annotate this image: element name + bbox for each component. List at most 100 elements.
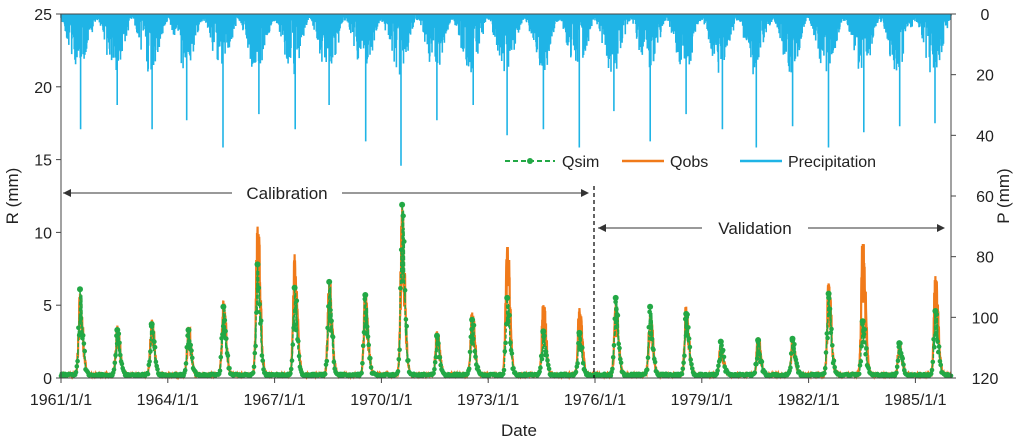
left-tick-label: 5 bbox=[43, 298, 52, 315]
qsim-point bbox=[80, 333, 86, 338]
qsim-peak-point bbox=[789, 335, 796, 342]
qsim-peak-point bbox=[469, 316, 476, 323]
qsim-point bbox=[900, 356, 905, 361]
qsim-point bbox=[290, 342, 296, 347]
qsim-point bbox=[432, 366, 437, 372]
qsim-point bbox=[616, 341, 621, 347]
qsim-point bbox=[471, 323, 477, 328]
right-tick-label: 0 bbox=[981, 7, 990, 24]
qsim-point bbox=[830, 343, 835, 348]
qsim-point bbox=[368, 365, 374, 370]
x-tick-label: 1973/1/1 bbox=[457, 392, 519, 409]
qsim-point bbox=[928, 371, 934, 377]
qsim-point bbox=[433, 354, 439, 360]
qsim-point bbox=[683, 333, 689, 338]
qsim-point bbox=[364, 324, 370, 329]
qsim-peak-point bbox=[825, 290, 832, 297]
qsim-point bbox=[825, 335, 830, 341]
qsim-point bbox=[227, 366, 232, 371]
qsim-point bbox=[715, 368, 720, 373]
qsim-point bbox=[148, 349, 153, 354]
x-tick-label: 1967/1/1 bbox=[243, 392, 305, 409]
qsim-point bbox=[759, 359, 765, 365]
qsim-point bbox=[858, 359, 864, 364]
qsim-point bbox=[508, 340, 513, 345]
qsim-peak-point bbox=[434, 332, 440, 339]
qsim-point bbox=[716, 363, 721, 369]
right-tick-label: 40 bbox=[976, 128, 994, 145]
qsim-point bbox=[859, 343, 864, 349]
qsim-point bbox=[119, 361, 125, 367]
qsim-point bbox=[791, 346, 796, 352]
qsim-point bbox=[901, 362, 906, 367]
qsim-point bbox=[829, 326, 834, 332]
qsim-point bbox=[717, 357, 723, 363]
qsim-point bbox=[500, 371, 506, 377]
qsim-point bbox=[502, 349, 508, 354]
right-tick-label: 80 bbox=[976, 250, 994, 267]
qsim-point bbox=[288, 366, 294, 372]
qsim-point bbox=[145, 371, 151, 377]
qsim-point bbox=[251, 364, 257, 370]
qsim-point bbox=[826, 295, 832, 301]
qsim-peak-point bbox=[755, 337, 762, 344]
qsim-point bbox=[153, 359, 159, 365]
qsim-point bbox=[824, 331, 830, 336]
qsim-point bbox=[75, 358, 80, 364]
qsim-point bbox=[614, 306, 619, 312]
qsim-point bbox=[613, 299, 618, 305]
qsim-point bbox=[856, 371, 862, 377]
qsim-peak-point bbox=[399, 201, 406, 208]
qsim-point bbox=[863, 351, 868, 357]
qsim-point bbox=[618, 360, 624, 366]
qsim-point bbox=[402, 287, 408, 293]
qsim-point bbox=[398, 247, 404, 253]
x-tick-label: 1964/1/1 bbox=[137, 392, 199, 409]
qsim-point bbox=[115, 336, 121, 342]
qsim-point bbox=[792, 342, 797, 347]
qsim-peak-point bbox=[717, 338, 724, 345]
qsim-point bbox=[324, 358, 330, 364]
qsim-point bbox=[937, 359, 943, 364]
qsim-point bbox=[538, 365, 543, 371]
qsim-point bbox=[325, 325, 330, 331]
right-tick-label: 60 bbox=[976, 189, 994, 206]
right-tick-label: 120 bbox=[972, 371, 999, 388]
qsim-point bbox=[898, 350, 904, 356]
qsim-point bbox=[860, 339, 866, 345]
qsim-point bbox=[111, 367, 117, 372]
qsim-point bbox=[188, 342, 193, 348]
qsim-peak-point bbox=[683, 310, 690, 317]
qsim-point bbox=[360, 343, 366, 349]
qsim-point bbox=[509, 351, 515, 356]
qsim-point bbox=[401, 213, 406, 219]
qsim-point bbox=[932, 344, 937, 350]
x-tick-label: 1985/1/1 bbox=[884, 392, 946, 409]
qsim-peak-point bbox=[185, 327, 192, 333]
qsim-point bbox=[648, 331, 653, 337]
qsim-point bbox=[288, 371, 293, 376]
qsim-point bbox=[681, 360, 686, 366]
qsim-point bbox=[618, 356, 623, 362]
qsim-point bbox=[546, 366, 552, 372]
qsim-point bbox=[788, 365, 793, 371]
qsim-point bbox=[253, 343, 258, 349]
legend: Qsim Qobs Precipitation bbox=[505, 154, 876, 171]
right-tick-label: 100 bbox=[972, 310, 999, 327]
qsim-peak-point bbox=[932, 308, 939, 314]
qsim-point bbox=[289, 358, 295, 363]
qsim-point bbox=[118, 352, 123, 358]
qsim-point bbox=[190, 355, 195, 361]
qsim-peak-point bbox=[254, 261, 261, 268]
qsim-point bbox=[828, 330, 834, 336]
legend-item-qobs: Qobs bbox=[622, 154, 708, 171]
qsim-point bbox=[754, 356, 760, 361]
validation-label: Validation bbox=[718, 219, 791, 238]
qsim-point bbox=[680, 366, 686, 372]
qsim-point bbox=[406, 358, 411, 363]
qsim-point bbox=[328, 328, 334, 333]
qsim-point bbox=[690, 366, 695, 371]
qsim-point bbox=[217, 368, 223, 374]
qsim-point bbox=[296, 353, 302, 359]
qsim-point bbox=[754, 361, 759, 367]
